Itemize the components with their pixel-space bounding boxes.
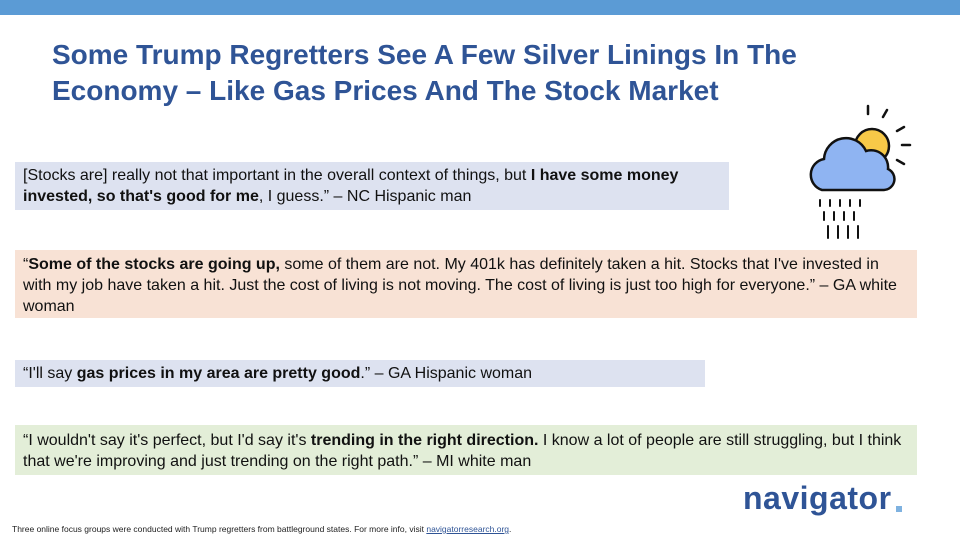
- quote-text: “I'll say: [23, 365, 77, 382]
- quote-bold: gas prices in my area are pretty good: [76, 365, 361, 382]
- quote-text: some of them are not. My 401k has defini…: [23, 256, 897, 315]
- footer-text: Three online focus groups were conducted…: [12, 524, 427, 534]
- logo-dot: [896, 506, 902, 512]
- link[interactable]: navigatorresearch.org: [426, 524, 510, 534]
- logo: navigator: [743, 480, 892, 516]
- quote-text: “: [23, 256, 29, 273]
- title: Some Trump Regretters See A Few Silver L…: [52, 39, 797, 106]
- quote-text: I know a lot of people are still struggl…: [23, 432, 902, 470]
- quote-bold: I have some money invested, so that's go…: [23, 167, 679, 205]
- footer: Three online focus groups were conducted…: [12, 524, 511, 534]
- quote-box: [Stocks are] really not that important i…: [15, 162, 729, 210]
- quote-text: [Stocks are] really not that important i…: [23, 167, 531, 184]
- quote-box: “I'll say gas prices in my area are pret…: [15, 360, 705, 387]
- quote-box: “Some of the stocks are going up, some o…: [15, 250, 917, 318]
- weather-icon: [809, 104, 912, 239]
- top-bar: [0, 0, 960, 15]
- quote-text: “I wouldn't say it's perfect, but I'd sa…: [23, 432, 311, 449]
- quote-bold: Some of the stocks are going up,: [28, 256, 280, 273]
- quote-box: “I wouldn't say it's perfect, but I'd sa…: [15, 425, 917, 475]
- quote-bold: trending in the right direction.: [310, 432, 539, 449]
- footer-text: .: [509, 524, 512, 534]
- quote-text: , I guess.” – NC Hispanic man: [258, 188, 472, 205]
- quote-text: .” – GA Hispanic woman: [360, 365, 533, 382]
